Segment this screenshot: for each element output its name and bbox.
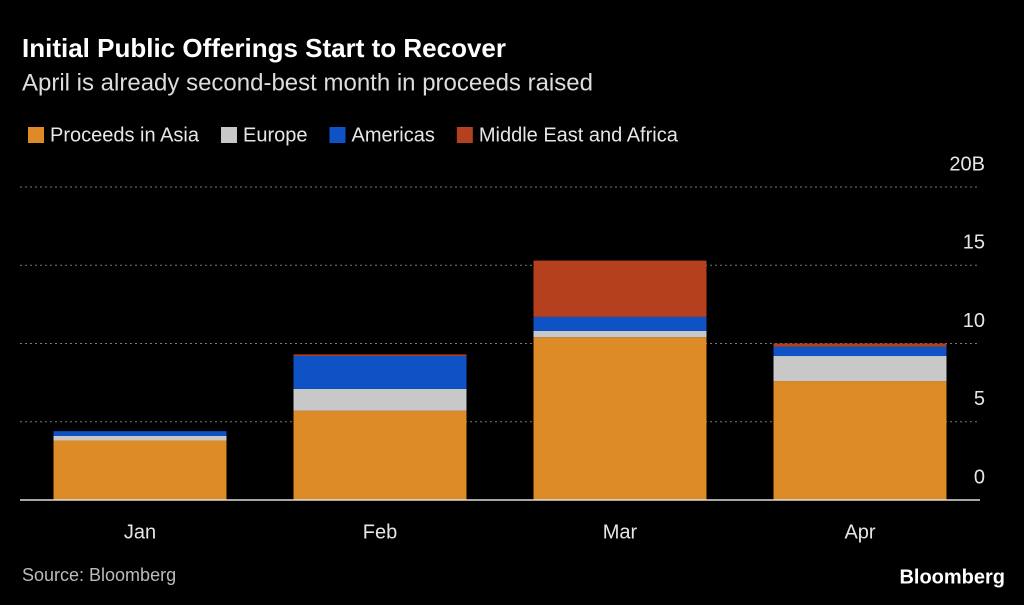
legend-label: Middle East and Africa <box>479 124 679 146</box>
y-tick-label: 0 <box>974 466 985 488</box>
bar-segment <box>533 337 707 500</box>
legend-label: Europe <box>243 124 308 146</box>
bar-segment <box>53 435 227 441</box>
legend-label: Americas <box>351 124 434 146</box>
y-tick-label: 20B <box>949 153 985 175</box>
bar-segment <box>773 346 947 357</box>
bar-segment <box>53 431 227 436</box>
bar-segment <box>773 356 947 382</box>
legend-swatch <box>28 127 44 143</box>
bar-segment <box>293 388 467 411</box>
bar-segment <box>773 343 947 347</box>
x-tick-label: Mar <box>603 521 638 543</box>
bar-segment <box>533 260 707 317</box>
y-tick-label: 15 <box>963 232 985 254</box>
bar-segment <box>293 356 467 389</box>
bar-segment <box>773 381 947 500</box>
bar-segment <box>53 440 227 500</box>
legend-label: Proceeds in Asia <box>50 124 200 146</box>
x-tick-label: Feb <box>363 521 397 543</box>
bar-segment <box>293 410 467 500</box>
bar-segment <box>293 354 467 357</box>
chart-title: Initial Public Offerings Start to Recove… <box>22 33 506 63</box>
x-tick-label: Apr <box>844 521 875 543</box>
y-tick-label: 5 <box>974 388 985 410</box>
brand: Bloomberg <box>899 566 1005 588</box>
bar-segment <box>533 330 707 338</box>
y-tick-label: 10 <box>963 310 985 332</box>
legend-swatch <box>220 127 237 143</box>
legend-swatch <box>456 127 473 143</box>
chart-subtitle: April is already second-best month in pr… <box>22 69 593 96</box>
source: Source: Bloomberg <box>22 565 176 585</box>
bar-segment <box>533 316 707 331</box>
legend-swatch <box>329 127 346 143</box>
x-tick-label: Jan <box>124 521 156 543</box>
